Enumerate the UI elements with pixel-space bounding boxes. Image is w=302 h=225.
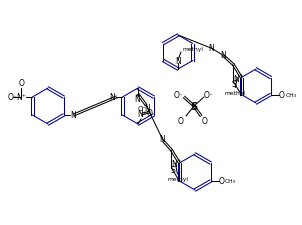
Text: N: N xyxy=(144,104,150,113)
Text: O: O xyxy=(202,117,208,126)
Text: N: N xyxy=(233,75,239,84)
Text: CH₃: CH₃ xyxy=(225,179,236,184)
Text: O: O xyxy=(18,79,24,88)
Text: CH₃: CH₃ xyxy=(285,93,296,98)
Text: N: N xyxy=(71,111,76,120)
Text: methyl: methyl xyxy=(168,177,189,182)
Text: N: N xyxy=(159,135,165,144)
Text: N: N xyxy=(110,92,115,101)
Text: N: N xyxy=(175,56,181,65)
Text: N: N xyxy=(208,44,214,53)
Text: O: O xyxy=(219,177,224,186)
Text: N: N xyxy=(172,160,177,169)
Text: N⁺: N⁺ xyxy=(137,110,147,119)
Text: O⁻: O⁻ xyxy=(174,90,184,99)
Text: O⁻: O⁻ xyxy=(8,93,17,102)
Text: N: N xyxy=(220,51,226,60)
Text: S: S xyxy=(191,101,198,112)
Text: +: + xyxy=(176,158,181,163)
Text: O⁻: O⁻ xyxy=(204,90,214,99)
Text: O: O xyxy=(279,91,285,99)
Text: O: O xyxy=(178,117,184,126)
Text: N⁺: N⁺ xyxy=(17,93,26,102)
Text: O⁻: O⁻ xyxy=(137,106,146,112)
Text: N: N xyxy=(134,95,140,104)
Text: methyl: methyl xyxy=(225,91,246,96)
Text: +: + xyxy=(238,73,242,78)
Text: S: S xyxy=(170,166,175,175)
Text: methyl: methyl xyxy=(182,47,203,52)
Text: O: O xyxy=(147,109,153,118)
Text: S: S xyxy=(232,80,237,89)
